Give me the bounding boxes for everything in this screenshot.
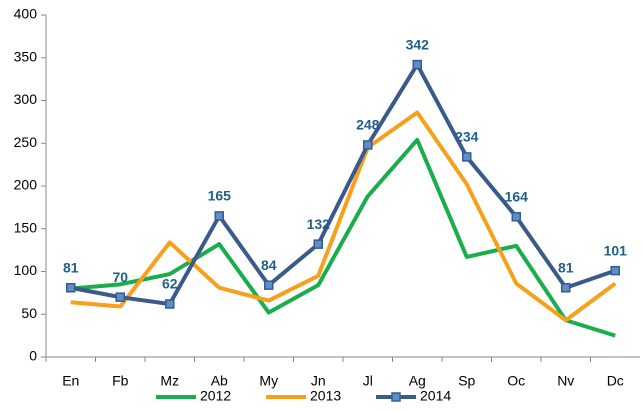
x-tick-label: Dc — [607, 373, 624, 389]
series-line — [70, 137, 616, 338]
legend-label: 2013 — [310, 388, 341, 404]
x-tick-label: Jn — [311, 373, 326, 389]
marker — [115, 292, 125, 302]
x-tick-label: My — [259, 373, 278, 389]
y-tick-label: 100 — [14, 262, 38, 278]
data-label: 81 — [63, 259, 79, 275]
y-tick-label: 0 — [29, 348, 37, 364]
legend-label: 2014 — [420, 388, 451, 404]
data-label: 248 — [356, 117, 380, 133]
data-label: 81 — [558, 259, 574, 275]
marker — [363, 140, 373, 150]
x-tick-label: Oc — [507, 373, 525, 389]
x-tick-label: Ag — [409, 373, 426, 389]
legend-marker — [391, 392, 401, 402]
x-tick-label: Nv — [557, 373, 574, 389]
data-label: 101 — [604, 242, 628, 258]
data-label: 62 — [162, 276, 178, 292]
marker — [610, 265, 620, 276]
x-tick-label: En — [62, 373, 79, 389]
y-tick-label: 350 — [14, 48, 38, 64]
legend-label: 2012 — [200, 388, 231, 404]
x-tick-label: Mz — [160, 373, 179, 389]
y-tick-label: 200 — [14, 177, 38, 193]
marker — [313, 239, 323, 249]
marker — [165, 299, 175, 309]
data-label: 70 — [112, 269, 128, 285]
x-tick-label: Ab — [211, 373, 228, 389]
marker — [462, 152, 472, 162]
y-tick-label: 50 — [21, 305, 37, 321]
data-label: 342 — [406, 36, 430, 52]
data-label: 234 — [455, 129, 479, 145]
data-label: 164 — [505, 188, 529, 204]
y-tick-label: 150 — [14, 219, 38, 235]
series-line — [70, 62, 616, 306]
data-label: 165 — [208, 188, 232, 204]
marker — [412, 59, 422, 70]
y-tick-label: 250 — [14, 134, 38, 150]
x-tick-label: Jl — [363, 373, 373, 389]
marker — [264, 280, 274, 290]
marker — [561, 282, 571, 293]
series-line — [70, 110, 617, 323]
marker — [66, 282, 76, 293]
y-tick-label: 300 — [14, 91, 38, 107]
y-tick-label: 400 — [14, 6, 38, 22]
data-label: 84 — [261, 257, 277, 273]
x-tick-label: Fb — [112, 373, 129, 389]
marker — [511, 212, 521, 222]
data-label: 132 — [307, 216, 331, 232]
marker — [214, 211, 224, 221]
x-tick-label: Sp — [458, 373, 475, 389]
